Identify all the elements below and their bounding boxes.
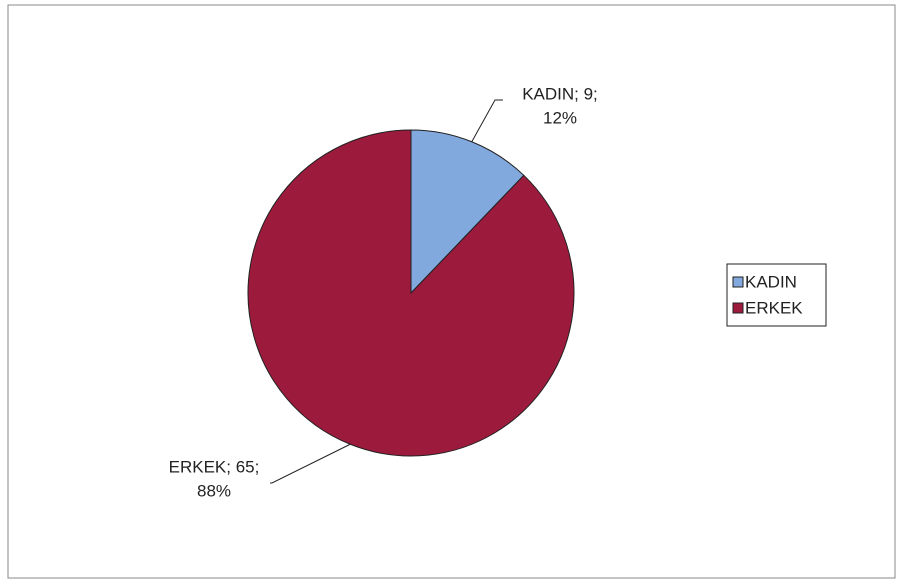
data-label: ERKEK; 65; [169, 457, 260, 476]
data-label: 12% [543, 108, 577, 127]
legend-swatch [732, 276, 744, 288]
legend-box [726, 263, 827, 327]
legend-label: ERKEK [745, 298, 803, 317]
legend-label: KADIN [745, 272, 797, 291]
data-label: KADIN; 9; [522, 84, 598, 103]
leader-line [471, 99, 503, 142]
leader-line [270, 443, 351, 484]
pie-slice [247, 129, 575, 457]
data-label: 88% [197, 481, 231, 500]
legend-swatch [732, 302, 744, 314]
